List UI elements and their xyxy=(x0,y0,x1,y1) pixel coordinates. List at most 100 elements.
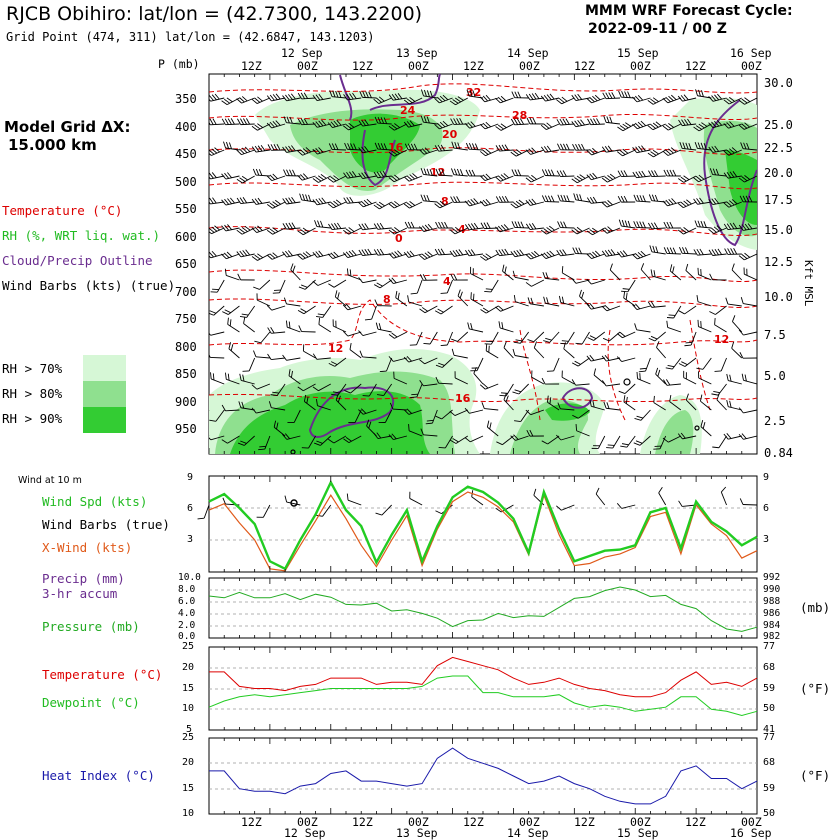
wind-barb xyxy=(495,123,514,131)
wind-barb xyxy=(348,409,362,424)
heat-index-line xyxy=(209,747,758,805)
wind-barb xyxy=(698,371,712,385)
wind-barb xyxy=(209,409,225,422)
temp-f-tick: 68 xyxy=(763,662,776,673)
heat-f-tick: 77 xyxy=(763,732,776,743)
wind-barb xyxy=(315,305,332,318)
wind-barb xyxy=(282,433,301,440)
temp-f-tick: 59 xyxy=(763,683,776,694)
wind-barb xyxy=(238,401,255,411)
wind-barb xyxy=(358,171,377,180)
wind-barb xyxy=(373,96,392,104)
wind-barb xyxy=(557,194,575,203)
wind-barb xyxy=(470,357,484,372)
wind-barb xyxy=(473,367,484,385)
wind-barb xyxy=(601,249,621,257)
wind-barb xyxy=(512,270,529,281)
wind-barb xyxy=(221,251,240,260)
top-hour: 00Z xyxy=(519,59,540,73)
wind-tick-right: 9 xyxy=(763,472,770,483)
wind-barb xyxy=(571,379,590,386)
wind-barb xyxy=(496,435,514,446)
wind-barb xyxy=(420,194,438,203)
wind-barb xyxy=(379,357,393,373)
svg-text:28: 28 xyxy=(512,109,527,122)
wind-barb xyxy=(738,174,757,183)
wind-barb xyxy=(359,91,377,99)
temp-tick: 25 xyxy=(182,641,195,652)
wind-barb xyxy=(677,227,697,235)
wind-barb xyxy=(228,342,240,359)
wind-barb xyxy=(373,222,392,230)
wind-barb xyxy=(738,433,757,440)
wind-barb xyxy=(358,248,377,257)
wind-barb xyxy=(419,251,438,260)
wind-barb xyxy=(451,331,469,342)
wind-barb xyxy=(738,223,757,231)
heat-f-tick: 50 xyxy=(763,808,776,819)
wind-barb xyxy=(525,92,544,101)
legend-wind-speed: Wind Spd (kts) xyxy=(42,494,148,509)
wind-barb xyxy=(601,145,621,153)
wind-barb xyxy=(632,170,651,179)
top-date: 13 Sep xyxy=(396,46,438,60)
wind-barb xyxy=(209,331,210,334)
wind-barb xyxy=(403,97,423,105)
wind-barb xyxy=(227,317,240,333)
wind-barb xyxy=(495,195,514,203)
wind-barb xyxy=(540,122,560,130)
legend-temp-2m: Temperature (°C) xyxy=(42,667,163,682)
wind-barb xyxy=(572,409,590,419)
wind-barb xyxy=(480,222,499,230)
wind-barb xyxy=(388,200,408,209)
wind-barb xyxy=(419,305,438,314)
wind-tick-left: 3 xyxy=(187,534,194,545)
wind-barb xyxy=(335,393,347,411)
wind-barb xyxy=(419,223,438,232)
pressure-tick: 988 xyxy=(763,596,781,607)
wind-barb xyxy=(601,354,621,362)
wind-barb xyxy=(237,273,255,281)
forecast-label: MMM WRF Forecast Cycle: xyxy=(585,3,793,19)
wind-barb xyxy=(254,331,271,344)
wind-barb xyxy=(495,224,514,233)
wind-barb xyxy=(225,372,240,385)
wind-barb xyxy=(221,404,240,412)
wind-barb xyxy=(632,303,651,311)
top-date: 15 Sep xyxy=(617,46,659,60)
wind-barb xyxy=(632,120,651,130)
wind-barb xyxy=(420,428,438,437)
wind-barb xyxy=(650,269,666,281)
bottom-hour: 00Z xyxy=(741,815,762,829)
temp-tick: 15 xyxy=(182,683,195,694)
wind-barb xyxy=(618,219,636,229)
station-title: RJCB Obihiro: lat/lon = (42.7300, 143.22… xyxy=(6,3,423,25)
wind-barb xyxy=(543,296,560,307)
wind-barb xyxy=(738,97,757,105)
wind-barb xyxy=(716,393,727,411)
wind-barb xyxy=(388,227,408,235)
wind-barb xyxy=(221,435,240,444)
top-hour: 00Z xyxy=(297,59,318,73)
wind-barb xyxy=(209,305,225,316)
bottom-date: 12 Sep xyxy=(284,826,326,840)
pressure-tick: 982 xyxy=(763,631,781,642)
precip-tick: 0.0 xyxy=(178,631,196,642)
wind-barb xyxy=(297,118,316,126)
wind-barb xyxy=(440,279,453,294)
wind-barb xyxy=(634,409,651,421)
wind-barb xyxy=(525,279,545,287)
wind-barb xyxy=(221,197,240,206)
wind-barb xyxy=(251,123,271,131)
wind-barb xyxy=(633,221,651,229)
wind-barb xyxy=(395,290,408,307)
wind-barb xyxy=(449,96,468,106)
legend-rh: RH (%, WRT liq. wat.) xyxy=(2,228,161,243)
wind-barb xyxy=(409,491,423,506)
wind-barb xyxy=(312,197,331,206)
legend-pressure: Pressure (mb) xyxy=(42,619,140,634)
wind-barb xyxy=(589,399,605,411)
wind-barb xyxy=(724,248,742,255)
wind-panel-title: Wind at 10 m xyxy=(18,475,82,486)
wind-barb xyxy=(510,149,529,157)
